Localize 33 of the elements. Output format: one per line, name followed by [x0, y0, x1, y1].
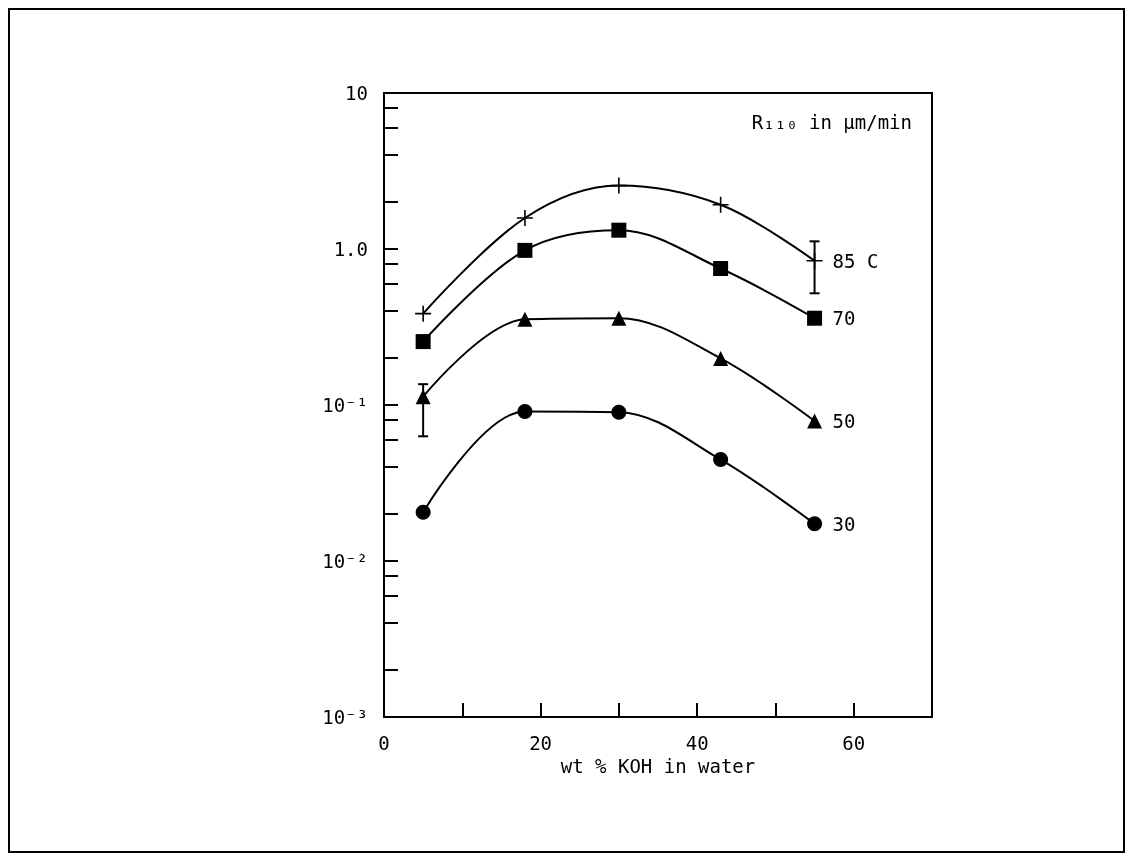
- x-tick-label: 20: [529, 731, 553, 754]
- point: [611, 222, 627, 238]
- point: [610, 177, 627, 194]
- point: [415, 504, 431, 520]
- y-tick-label: 1.0: [333, 238, 368, 260]
- point: [713, 452, 729, 468]
- point: [712, 196, 729, 213]
- point: [713, 260, 729, 276]
- point: [517, 311, 533, 327]
- point: [713, 350, 729, 366]
- y-tick-label: 10⁻²: [322, 550, 368, 572]
- point: [807, 310, 823, 326]
- x-tick-label: 0: [378, 731, 390, 754]
- point: [517, 242, 533, 258]
- series-label: 50: [832, 409, 856, 432]
- point: [517, 403, 533, 419]
- point: [611, 404, 627, 420]
- annotation: R₁₁₀ in μm/min: [751, 110, 913, 133]
- series-label: 85 C: [832, 249, 879, 272]
- y-tick-label: 10⁻³: [322, 706, 368, 728]
- y-tick-label: 10: [345, 82, 368, 104]
- point: [611, 310, 627, 326]
- point: [807, 516, 823, 532]
- y-tick-label: 10⁻¹: [322, 394, 368, 416]
- series-label: 70: [832, 307, 856, 330]
- point: [415, 334, 431, 350]
- x-tick-label: 60: [842, 731, 866, 754]
- point: [807, 413, 823, 429]
- point: [415, 305, 432, 322]
- x-axis-title: wt % KOH in water: [560, 755, 756, 778]
- point: [516, 210, 533, 227]
- series-label: 30: [832, 512, 856, 535]
- x-tick-label: 40: [685, 731, 709, 754]
